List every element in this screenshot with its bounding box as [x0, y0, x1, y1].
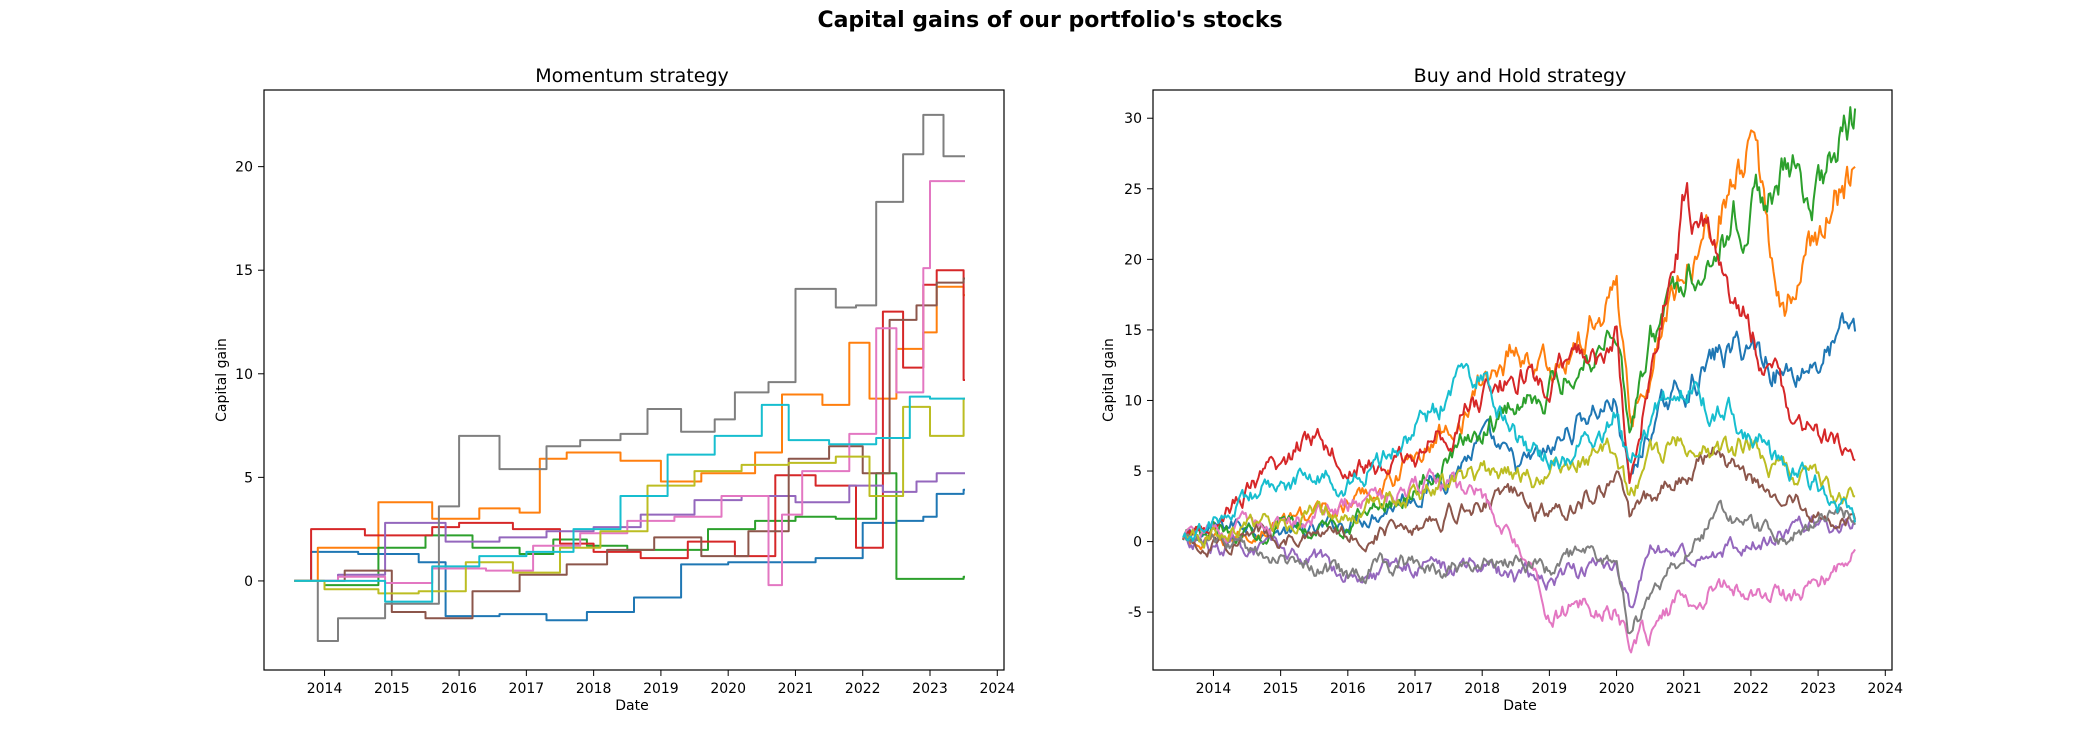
momentum-x-tick-label: 2024	[979, 681, 1015, 697]
momentum-series-line-10	[294, 395, 965, 603]
momentum-plot-frame	[263, 89, 1005, 671]
momentum-x-tick-label: 2022	[845, 681, 881, 697]
momentum-x-axis-label: Date	[615, 698, 648, 714]
momentum-x-tick-label: 2016	[441, 681, 477, 697]
momentum-x-tick-label: 2014	[307, 681, 343, 697]
momentum-series-line-4	[294, 269, 965, 582]
momentum-series-line-8	[294, 113, 965, 642]
figure-title: Capital gains of our portfolio's stocks	[817, 8, 1283, 33]
momentum-x-tick-label: 2020	[710, 681, 746, 697]
momentum-x-tick-label: 2021	[778, 681, 814, 697]
momentum-x-tick-label: 2015	[374, 681, 410, 697]
momentum-x-tick-label: 2023	[912, 681, 948, 697]
momentum-series-line-9	[294, 397, 965, 595]
momentum-series-line-2	[294, 285, 965, 582]
momentum-x-tick-label: 2018	[576, 681, 612, 697]
momentum-series-line-5	[294, 472, 965, 582]
momentum-chart-title: Momentum strategy	[535, 65, 729, 87]
momentum-y-tick-label: 5	[244, 470, 253, 486]
momentum-series-line-3	[294, 472, 965, 587]
momentum-series-line-7	[294, 180, 965, 587]
momentum-series-line-1	[294, 488, 965, 622]
momentum-y-tick-label: 0	[244, 574, 253, 590]
momentum-x-tick-label: 2017	[509, 681, 545, 697]
momentum-y-tick-label: 10	[235, 367, 253, 383]
momentum-y-tick-label: 20	[235, 160, 253, 176]
momentum-y-tick-label: 15	[235, 263, 253, 279]
momentum-y-axis-label: Capital gain	[214, 338, 230, 422]
momentum-x-tick-label: 2019	[643, 681, 679, 697]
momentum-series-line-6	[294, 277, 965, 620]
